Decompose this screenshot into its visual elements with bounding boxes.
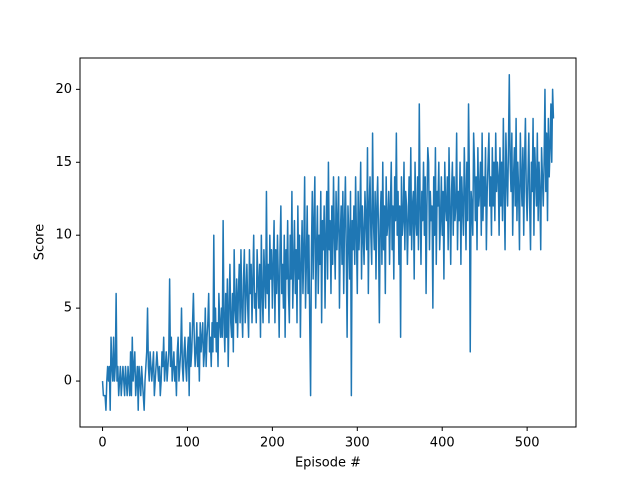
y-axis-label: Score	[33, 224, 48, 260]
x-tick-label: 400	[430, 436, 455, 451]
y-tick-label: 10	[55, 228, 72, 243]
y-tick-label: 15	[55, 155, 72, 170]
x-tick-label: 0	[98, 436, 106, 451]
x-tick-label: 500	[515, 436, 540, 451]
y-tick-label: 5	[64, 301, 72, 316]
x-tick-label: 200	[260, 436, 285, 451]
data-line	[101, 74, 555, 411]
y-tick-label: 0	[64, 374, 72, 389]
x-tick-label: 100	[175, 436, 200, 451]
y-tick-label: 20	[55, 82, 72, 97]
x-axis-label: Episode #	[295, 456, 361, 471]
axes-frame	[79, 57, 577, 428]
x-tick-label: 300	[345, 436, 370, 451]
